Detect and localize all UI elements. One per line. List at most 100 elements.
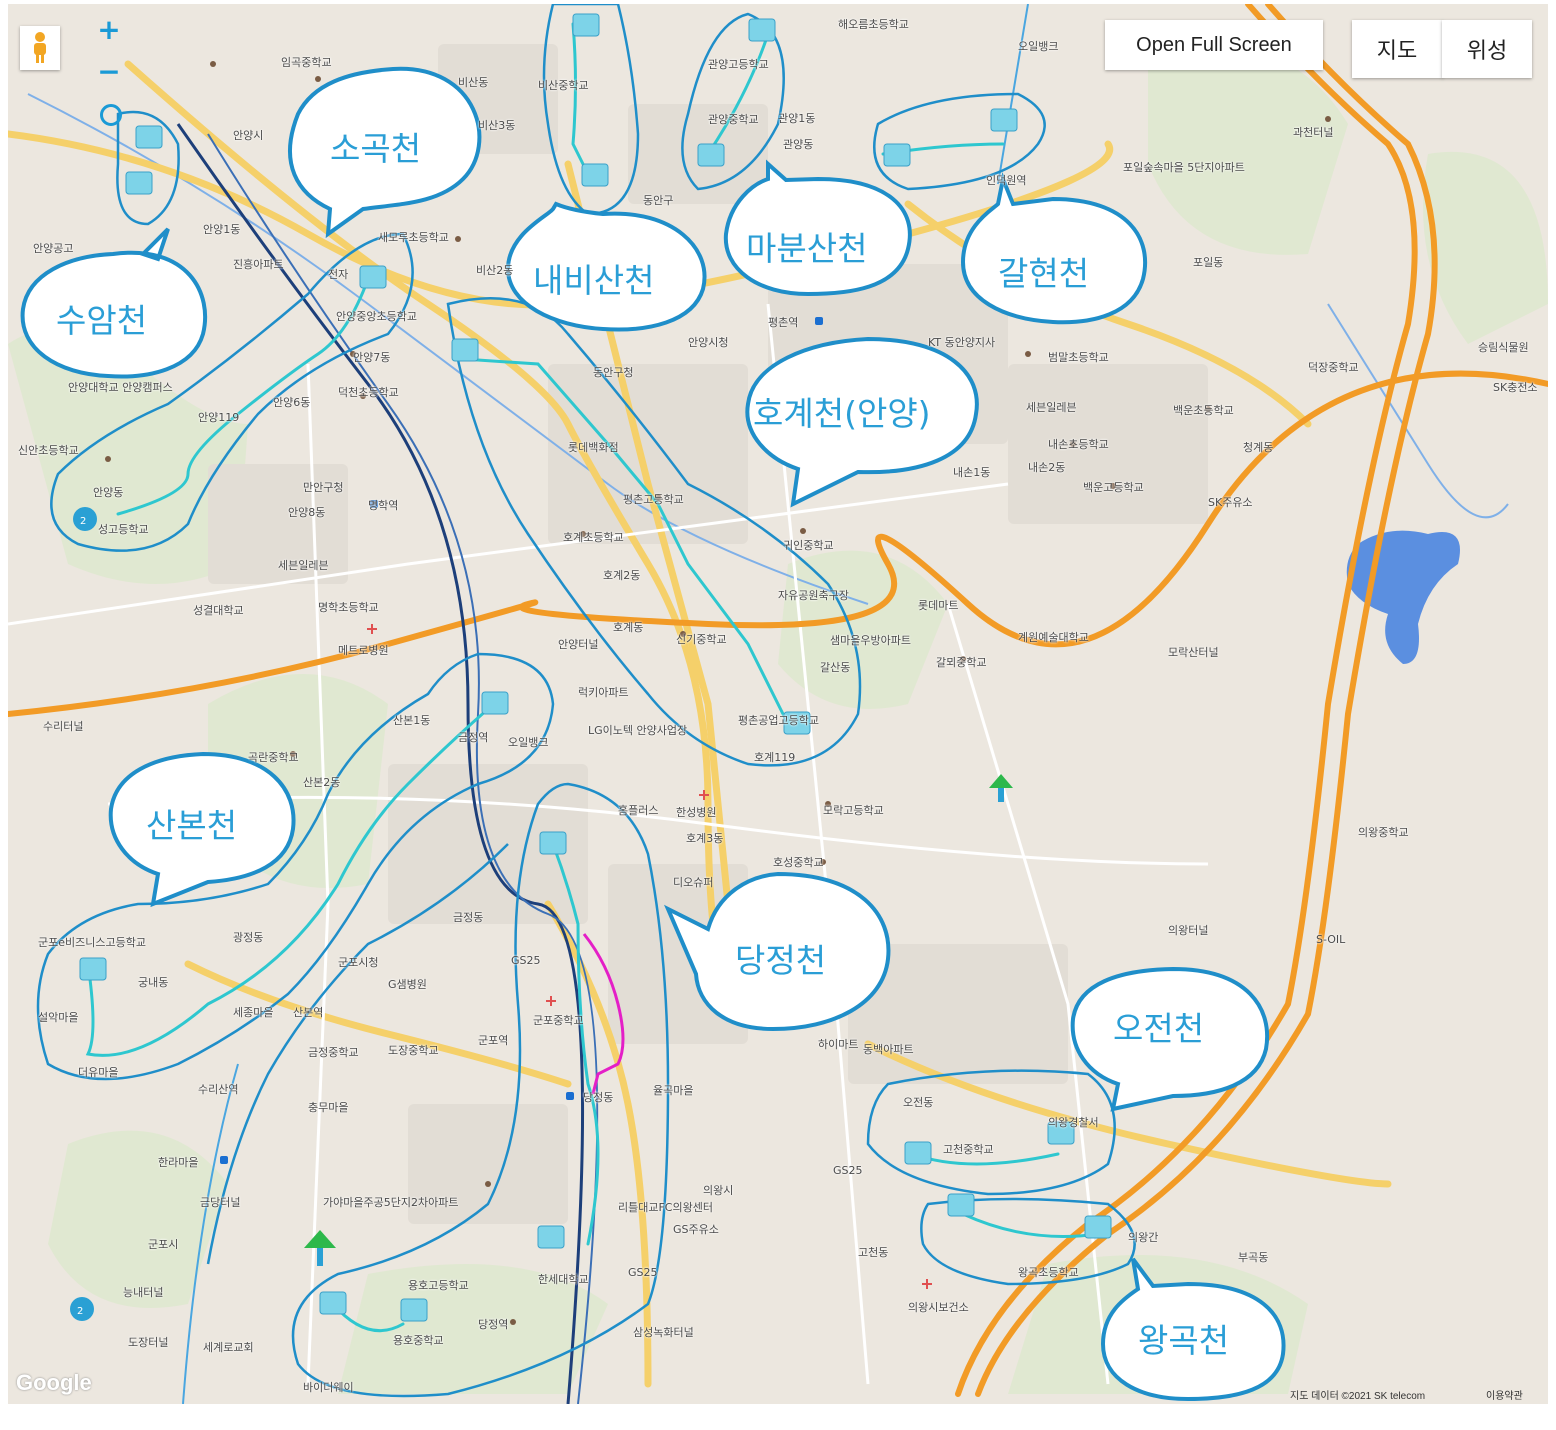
place-label: 세븐일레븐: [1026, 401, 1077, 414]
place-label: 설악마을: [38, 1011, 79, 1024]
place-label: 동안구청: [593, 366, 634, 379]
place-label: 군포시: [148, 1238, 179, 1251]
place-label: 홈플러스: [618, 804, 659, 817]
place-label: 성고등학교: [98, 523, 149, 536]
place-label: 관양중학교: [708, 113, 759, 126]
place-label: GS주유소: [673, 1223, 719, 1236]
place-label: S-OIL: [1316, 933, 1346, 946]
place-label: 호계동: [613, 621, 644, 634]
place-label: 안양터널: [558, 638, 599, 651]
zoom-out-button[interactable]: −: [97, 54, 121, 88]
place-label: 덕천초등학교: [338, 386, 399, 399]
stream-label-sanboncheon: 산본천: [146, 806, 238, 845]
bubble-ojeon-shape: [1070, 966, 1270, 1112]
place-label: 디오슈퍼: [673, 876, 714, 889]
place-label: SK충전소: [1493, 381, 1538, 394]
place-label: 금정동: [453, 911, 484, 924]
place-label: 평촌고등학교: [623, 493, 684, 506]
stream-label-naebisancheon: 내비산천: [533, 261, 655, 300]
place-label: 안양1동: [203, 223, 241, 236]
place-label: 신안초등학교: [18, 444, 79, 457]
place-label: 호계2동: [603, 569, 641, 582]
terms-link[interactable]: 이용약관: [1486, 1391, 1523, 1402]
place-label: 안양7동: [353, 351, 391, 364]
place-label: 관양동: [783, 138, 814, 151]
place-label: 승림식물원: [1478, 341, 1529, 354]
place-label: 하이마트: [818, 1038, 859, 1051]
place-label: 비산2동: [476, 264, 514, 277]
place-label: 임곡중학교: [281, 56, 332, 69]
place-label: 해오름초등학교: [838, 18, 909, 31]
place-label: 명학역: [368, 499, 399, 512]
zoom-in-button[interactable]: +: [97, 12, 121, 46]
place-label: 안양시: [233, 129, 264, 142]
place-label: 범말초등학교: [1048, 351, 1109, 364]
place-label: 만안구청: [303, 481, 344, 494]
place-label: 율곡마을: [653, 1084, 694, 1097]
place-label: 금정중학교: [308, 1046, 359, 1059]
place-label: 내손초등학교: [1048, 438, 1109, 451]
place-label: 관양1동: [778, 112, 816, 125]
search-icon[interactable]: [100, 104, 122, 126]
bubble-hogye-shape: [745, 336, 979, 508]
stream-label-dangjeongcheon: 당정천: [735, 941, 827, 980]
place-label: 안양대학교 안양캠퍼스: [68, 381, 173, 394]
place-label: 한라마을: [158, 1156, 199, 1169]
map-type-map-button[interactable]: 지도: [1352, 20, 1443, 78]
place-label: 진흥아파트: [233, 258, 284, 271]
bubble-suam-shape: [20, 227, 208, 379]
place-label: 호성중학교: [773, 856, 824, 869]
place-label: GS25: [511, 954, 541, 967]
place-label: 수리산역: [198, 1083, 239, 1096]
place-label: 당정역: [478, 1318, 509, 1331]
place-label: 신기중학교: [676, 633, 727, 646]
place-label: 왕곡초등학교: [1018, 1266, 1079, 1279]
place-label: 고천중학교: [943, 1143, 994, 1156]
sensor-icons: [79, 13, 1112, 1322]
place-label: 바이더웨이: [303, 1381, 354, 1394]
google-logo: Google: [16, 1370, 92, 1395]
place-label: 리틀대교FC의왕센터: [618, 1201, 713, 1214]
place-label: G샘병원: [388, 978, 427, 991]
stream-label-wanggokcheon: 왕곡천: [1138, 1321, 1230, 1360]
map-base-layer: 2 2: [8, 4, 1548, 1404]
stream-label-galhyeoncheon: 갈현천: [998, 254, 1090, 293]
place-label: 금당터널: [200, 1196, 241, 1209]
place-label: 의왕간: [1128, 1231, 1159, 1244]
place-label: 안양119: [198, 411, 240, 424]
map-canvas[interactable]: 2 2 임곡중학교 해오름초등학교 오일뱅크 비산동 비산중학교 관양고등학교 관양중학교 관…: [8, 4, 1548, 1404]
place-label: 동안구: [643, 194, 674, 207]
place-label: 갈산동: [820, 661, 851, 674]
place-label: 의왕중학교: [1358, 826, 1409, 839]
map-data-attribution: 지도 데이터 ©2021 SK telecom: [1290, 1391, 1426, 1402]
stream-label-mabunsancheon: 마분산천: [746, 229, 868, 268]
place-label: 귀인중학교: [783, 539, 834, 552]
place-label: 산본역: [293, 1006, 324, 1019]
cluster-markers: 2 2: [70, 507, 97, 1321]
place-label: 새모루초등학교: [378, 231, 449, 244]
place-label: 안양8동: [288, 506, 326, 519]
place-label: 관양고등학교: [708, 58, 769, 71]
map-type-satellite-button[interactable]: 위성: [1442, 20, 1532, 78]
place-label: 백운초등학교: [1173, 404, 1234, 417]
place-label: 안양시청: [688, 336, 729, 349]
bubble-sanbon-shape: [108, 751, 296, 908]
place-label: 호계119: [754, 751, 796, 764]
place-label: 의왕경찰서: [1048, 1116, 1099, 1129]
place-label: 도장중학교: [388, 1044, 439, 1057]
place-label: 호계3동: [686, 832, 724, 845]
place-label: 의왕터널: [1168, 924, 1209, 937]
place-label: 금정역: [458, 731, 489, 744]
open-full-screen-button[interactable]: Open Full Screen: [1105, 20, 1323, 70]
place-label: 청계동: [1243, 441, 1274, 454]
place-label: 호계초등학교: [563, 531, 624, 544]
place-label: 비산중학교: [538, 79, 589, 92]
svg-text:2: 2: [80, 516, 86, 527]
place-label: 광정동: [233, 931, 264, 944]
place-label: 도장터널: [128, 1336, 169, 1349]
place-label: 안양동: [93, 486, 124, 499]
place-label: 포일숲속마을 5단지아파트: [1123, 161, 1245, 174]
street-view-pegman-icon[interactable]: [20, 26, 60, 70]
place-label: 인덕원역: [986, 174, 1027, 187]
place-label: 궁내동: [138, 976, 169, 989]
